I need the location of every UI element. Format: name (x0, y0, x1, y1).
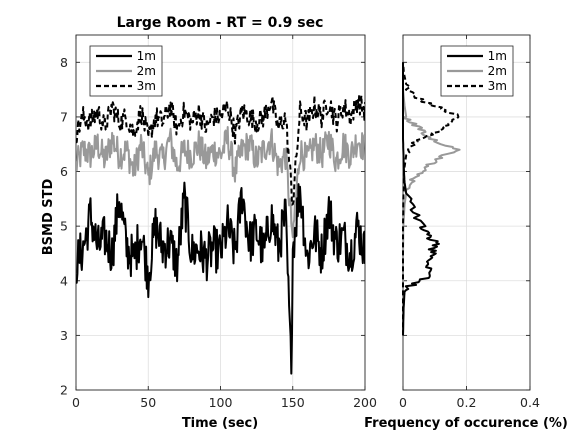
right-x-axis-label: Frequency of occurence (%) (364, 416, 568, 431)
y-tick-label: 2 (60, 383, 68, 398)
left-chart-title: Large Room - RT = 0.9 sec (117, 15, 324, 31)
distribution-line-3m (402, 62, 460, 336)
y-tick-label: 4 (60, 273, 68, 288)
distribution-line-1m (402, 62, 440, 336)
legend-label: 2m (488, 64, 507, 78)
distribution-line-2m (402, 62, 461, 336)
x-tick-label: 0.2 (457, 395, 477, 410)
y-tick-label: 7 (60, 109, 68, 124)
left-y-axis-label: BSMD STD (41, 179, 56, 256)
y-tick-label: 8 (60, 55, 68, 70)
y-tick-label: 6 (60, 164, 68, 179)
legend-label: 1m (137, 49, 156, 63)
x-tick-label: 0 (399, 395, 407, 410)
left-x-axis-label: Time (sec) (182, 416, 258, 431)
y-tick-label: 5 (60, 219, 68, 234)
legend-label: 2m (137, 64, 156, 78)
series-line-2m (76, 126, 365, 239)
legend-label: 3m (488, 79, 507, 93)
series-line-1m (76, 181, 365, 375)
y-tick-label: 3 (60, 328, 68, 343)
legend-label: 3m (137, 79, 156, 93)
x-tick-label: 0 (72, 395, 80, 410)
series-line-3m (76, 93, 365, 206)
legend-label: 1m (488, 49, 507, 63)
x-tick-label: 200 (353, 395, 377, 410)
x-tick-label: 50 (140, 395, 156, 410)
x-tick-label: 0.4 (520, 395, 540, 410)
x-tick-label: 100 (209, 395, 233, 410)
x-tick-label: 150 (281, 395, 305, 410)
